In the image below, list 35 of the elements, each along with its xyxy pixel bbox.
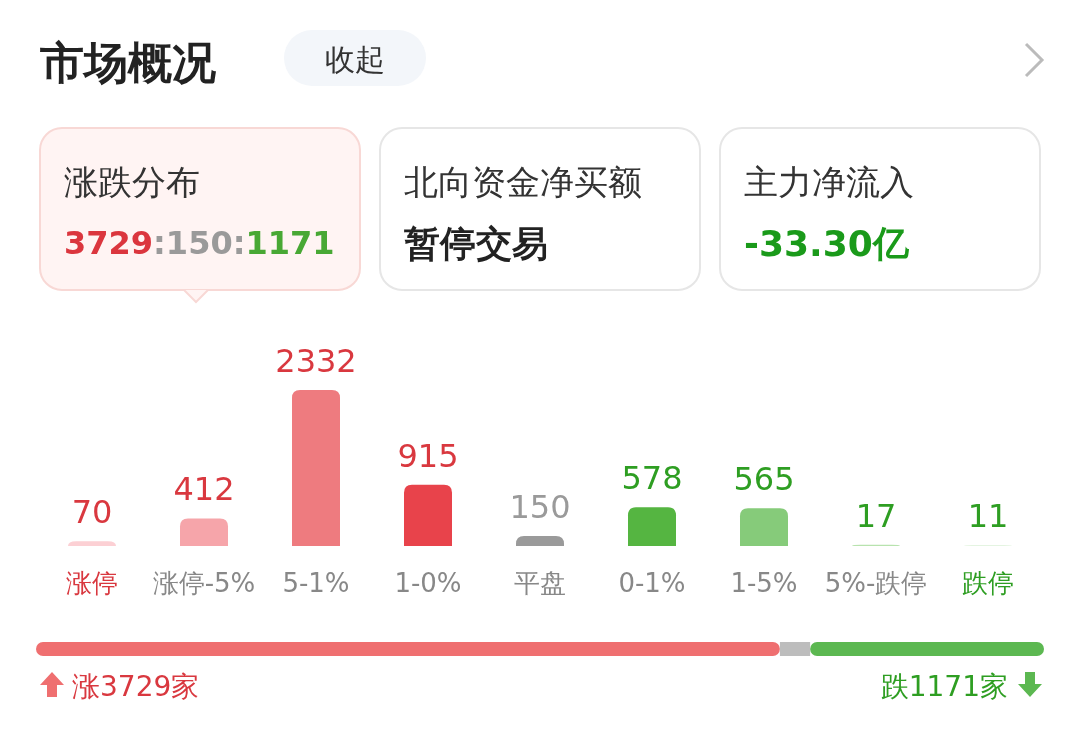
x-tick-label: 5%-跌停: [824, 568, 928, 598]
data-label: 578: [621, 459, 683, 498]
x-tick-label: 5-1%: [282, 568, 350, 598]
chart-title: 市场概况: [40, 37, 216, 88]
x-tick-label: 涨停: [66, 568, 118, 598]
bar: [740, 508, 788, 546]
x-tick-label: 涨停-5%: [152, 568, 256, 598]
bar: [404, 484, 452, 546]
data-label: 412: [173, 470, 235, 509]
text: 涨跌分布: [64, 162, 200, 202]
data-label: 915: [397, 436, 459, 475]
x-tick-label: 0-1%: [618, 568, 686, 598]
x-tick-label: 跌停: [962, 568, 1014, 598]
x-tick-label: 1-0%: [394, 568, 462, 598]
data-label: 11: [967, 497, 1009, 536]
text: 3729:150:1171: [64, 224, 335, 262]
text: -33.30亿: [744, 223, 910, 264]
data-label: 150: [509, 487, 571, 526]
bar: [516, 535, 564, 546]
text: 涨3729家: [72, 670, 200, 703]
text: 暂停交易: [404, 223, 548, 264]
text: 北向资金净买额: [404, 162, 642, 202]
x-tick-label: 1-5%: [730, 568, 798, 598]
x-tick-label: 平盘: [514, 568, 566, 598]
data-label: 565: [733, 460, 795, 499]
text: 跌1171家: [880, 670, 1008, 703]
text: 主力净流入: [744, 162, 914, 202]
bar: [292, 390, 340, 546]
bar: [180, 518, 228, 546]
bar: [628, 507, 676, 546]
data-label: 70: [71, 493, 113, 532]
text: 收起: [325, 42, 385, 77]
bar: [68, 541, 116, 546]
data-label: 2332: [275, 342, 357, 380]
data-label: 17: [855, 496, 897, 535]
